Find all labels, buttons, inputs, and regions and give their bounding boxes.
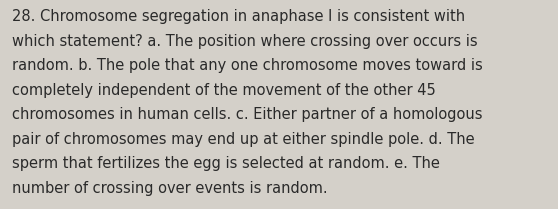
Text: random. b. The pole that any one chromosome moves toward is: random. b. The pole that any one chromos…: [12, 58, 483, 73]
Text: 28. Chromosome segregation in anaphase I is consistent with: 28. Chromosome segregation in anaphase I…: [12, 9, 465, 24]
Text: completely independent of the movement of the other 45: completely independent of the movement o…: [12, 83, 436, 98]
Text: which statement? a. The position where crossing over occurs is: which statement? a. The position where c…: [12, 34, 478, 49]
Text: sperm that fertilizes the egg is selected at random. e. The: sperm that fertilizes the egg is selecte…: [12, 156, 440, 171]
Text: number of crossing over events is random.: number of crossing over events is random…: [12, 181, 328, 196]
Text: pair of chromosomes may end up at either spindle pole. d. The: pair of chromosomes may end up at either…: [12, 132, 475, 147]
Text: chromosomes in human cells. c. Either partner of a homologous: chromosomes in human cells. c. Either pa…: [12, 107, 483, 122]
